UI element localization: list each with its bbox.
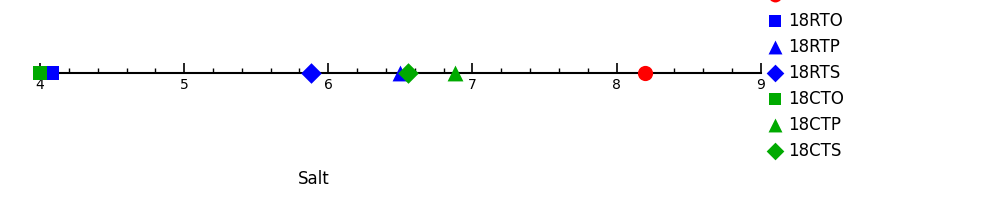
Point: [399, 71, 415, 74]
Text: Salt: Salt: [298, 170, 329, 188]
Point: [638, 71, 654, 74]
Point: [303, 71, 319, 74]
Point: [44, 71, 60, 74]
Point: [392, 71, 408, 74]
Point: [32, 71, 48, 74]
Point: [447, 71, 463, 74]
Legend: 0M, 18RTO, 18RTP, 18RTS, 18CTO, 18CTP, 18CTS: 0M, 18RTO, 18RTP, 18RTS, 18CTO, 18CTP, 1…: [768, 0, 844, 160]
